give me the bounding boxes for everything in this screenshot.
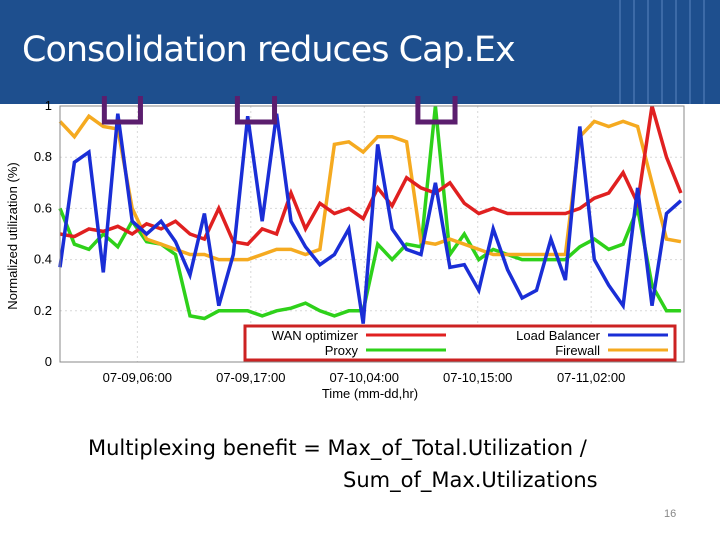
highlight-boxes xyxy=(101,96,458,125)
legend-label-wan: WAN optimizer xyxy=(272,328,359,343)
legend-label-lb: Load Balancer xyxy=(516,328,601,343)
title-banner xyxy=(0,0,720,104)
slide-title: Consolidation reduces Cap.Ex xyxy=(22,30,516,70)
series-line-load-balancer xyxy=(58,113,683,324)
y-tick-label: 0 xyxy=(45,354,52,369)
highlight-box xyxy=(101,96,143,125)
y-tick-labels: 0 0.2 0.4 0.6 0.8 1 xyxy=(34,98,52,369)
series-layer xyxy=(58,105,683,324)
banner-stripes xyxy=(619,0,705,104)
slide-number: 16 xyxy=(664,508,677,520)
x-tick-label: 07-10,15:00 xyxy=(443,370,512,385)
y-tick-label: 0.6 xyxy=(34,200,52,215)
utilization-chart: 00.20.40.60.81 07-09,06:00 07-09,17:00 07-… xyxy=(5,96,685,401)
highlight-box xyxy=(234,96,278,125)
x-tick-labels: 07-09,06:00 07-09,17:00 07-10,04:00 07-10,1… xyxy=(103,370,626,385)
x-tick-label: 07-11,02:00 xyxy=(557,370,625,385)
y-tick-label: 0.2 xyxy=(34,303,52,318)
plot-frame xyxy=(59,105,685,363)
legend-box xyxy=(243,324,677,362)
y-tick-label: 1 xyxy=(45,98,52,113)
y-tick-label: 0.8 xyxy=(34,149,52,164)
y-tick-label: 0.4 xyxy=(34,252,52,267)
caption-line-2: Sum_of_Max.Utilizations xyxy=(343,468,598,492)
y-axis-label: Normalized utilization (%) xyxy=(5,162,20,309)
legend: WAN optimizer Load Balancer Proxy Firewa… xyxy=(243,324,677,362)
caption-line-1: Multiplexing benefit = Max_of_Total.Util… xyxy=(88,436,587,460)
x-axis-label: Time (mm-dd,hr) xyxy=(322,386,418,401)
highlight-box xyxy=(415,96,458,125)
x-tick-label: 07-10,04:00 xyxy=(330,370,399,385)
x-tick-label: 07-09,17:00 xyxy=(216,370,285,385)
x-tick-label: 07-09,06:00 xyxy=(103,370,172,385)
legend-label-fw: Firewall xyxy=(555,343,600,358)
legend-label-proxy: Proxy xyxy=(325,343,359,358)
